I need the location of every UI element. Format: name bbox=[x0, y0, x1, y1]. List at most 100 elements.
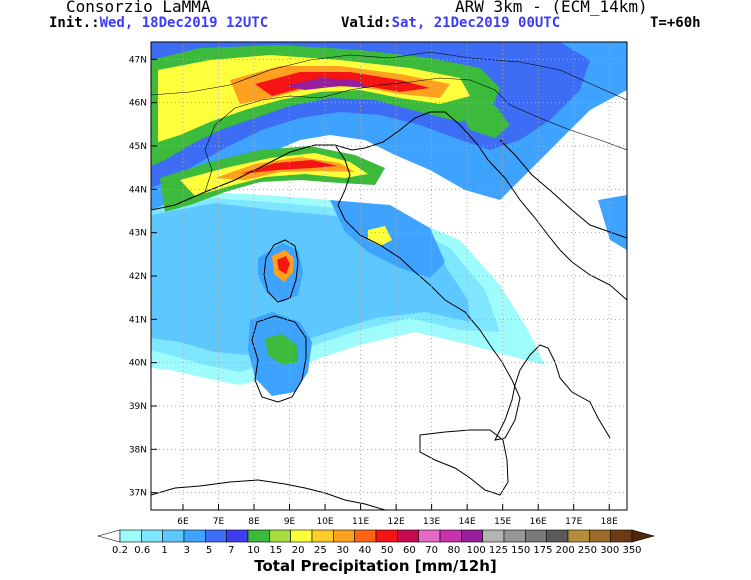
lat-label: 47N bbox=[129, 55, 147, 65]
colorbar-labels: 0.2 0.6 1 3 5 7 10 15 20 25 30 40 50 60 70 80 100 125 150 1… bbox=[112, 545, 642, 556]
lon-label: 14E bbox=[459, 517, 476, 527]
coastline-sicily bbox=[419, 429, 509, 496]
precip-red-corsica bbox=[277, 256, 290, 274]
lon-label: 12E bbox=[388, 517, 405, 527]
colorbar-box bbox=[439, 529, 462, 543]
colorbar-label: 175 bbox=[533, 545, 552, 556]
lon-axis: 6E 7E 8E 9E 10E 11E 12E 13E 14E 15E 16E 17E 18E bbox=[177, 504, 618, 527]
coastline-italy-west bbox=[334, 144, 611, 441]
lat-label: 39N bbox=[129, 402, 147, 412]
precip-field bbox=[151, 42, 627, 396]
lat-label: 43N bbox=[129, 229, 147, 239]
lon-label: 16E bbox=[530, 517, 547, 527]
precip-red-apennine bbox=[240, 160, 338, 174]
lat-label: 46N bbox=[129, 99, 147, 109]
lat-label: 41N bbox=[129, 315, 147, 325]
colorbar-box bbox=[205, 529, 227, 543]
precip-green-sardinia bbox=[265, 334, 298, 365]
colorbar-box bbox=[333, 529, 355, 543]
lat-label: 45N bbox=[129, 142, 147, 152]
precip-purple-north bbox=[285, 78, 370, 90]
org-title: Consorzio LaMMA bbox=[66, 0, 211, 16]
colorbar-label: 40 bbox=[359, 545, 372, 556]
lat-label: 38N bbox=[129, 445, 147, 455]
lat-label: 42N bbox=[129, 272, 147, 282]
colorbar-label: 15 bbox=[269, 545, 282, 556]
lon-label: 6E bbox=[177, 517, 189, 527]
coastline-italy bbox=[151, 111, 627, 301]
colorbar-label: 7 bbox=[228, 545, 234, 556]
colorbar-label: 0.6 bbox=[134, 545, 150, 556]
colorbar-box bbox=[290, 529, 313, 543]
lon-label: 7E bbox=[213, 517, 225, 527]
coastline-africa bbox=[151, 479, 386, 510]
colorbar-box bbox=[546, 529, 569, 543]
precip-yellow-tuscany bbox=[368, 226, 392, 246]
colorbar-label: 1 bbox=[161, 545, 167, 556]
lon-label: 11E bbox=[352, 517, 369, 527]
grid-lat bbox=[151, 58, 627, 494]
colorbar-label: 70 bbox=[425, 545, 438, 556]
colorbar-under-arrow bbox=[96, 529, 121, 543]
init-label: Init.: bbox=[49, 15, 100, 31]
colorbar-box bbox=[247, 529, 270, 543]
precip-blue-east bbox=[598, 195, 627, 250]
precip-green-friuli bbox=[460, 105, 510, 138]
colorbar-label: 80 bbox=[448, 545, 461, 556]
model-title: ARW 3km - (ECM_14km) bbox=[455, 0, 648, 16]
colorbar-box bbox=[418, 529, 441, 543]
lat-label: 37N bbox=[129, 489, 147, 499]
lon-label: 15E bbox=[494, 517, 511, 527]
colorbar-box bbox=[503, 529, 526, 543]
colorbar-label: 150 bbox=[511, 545, 530, 556]
colorbar: 0.2 0.6 1 3 5 7 10 15 20 25 30 40 50 60 70 80 100 125 150 1… bbox=[96, 529, 656, 556]
colorbar-label: 125 bbox=[489, 545, 508, 556]
colorbar-box bbox=[589, 529, 611, 543]
lat-label: 44N bbox=[129, 185, 147, 195]
colorbar-label: 60 bbox=[403, 545, 416, 556]
coastline-balkans bbox=[499, 139, 627, 239]
colorbar-label: 350 bbox=[622, 545, 641, 556]
colorbar-label: 50 bbox=[381, 545, 394, 556]
colorbar-title: Total Precipitation [mm/12h] bbox=[254, 557, 497, 575]
colorbar-label: 0.2 bbox=[112, 545, 128, 556]
colorbar-label: 250 bbox=[578, 545, 597, 556]
border-alps bbox=[204, 77, 511, 193]
graticule bbox=[151, 42, 627, 510]
colorbar-box bbox=[162, 529, 185, 543]
lon-label: 18E bbox=[601, 517, 618, 527]
forecast-step: T=+60h bbox=[650, 15, 701, 31]
colorbar-label: 5 bbox=[206, 545, 212, 556]
valid-value: Sat, 21Dec2019 00UTC bbox=[391, 15, 561, 31]
lat-axis: 47N 46N 45N 44N 43N 42N 41N 40N 39N 38N 37N bbox=[129, 55, 157, 499]
colorbar-box bbox=[354, 529, 377, 543]
colorbar-box bbox=[183, 529, 206, 543]
colorbar-box bbox=[525, 529, 547, 543]
colorbar-label: 100 bbox=[467, 545, 486, 556]
colorbar-box bbox=[375, 529, 398, 543]
colorbar-box bbox=[482, 529, 505, 543]
valid-time: Valid:Sat, 21Dec2019 00UTC bbox=[341, 15, 560, 31]
valid-label: Valid: bbox=[341, 15, 392, 31]
colorbar-label: 30 bbox=[336, 545, 349, 556]
colorbar-boxes bbox=[119, 529, 633, 543]
border-balkan bbox=[509, 104, 627, 151]
colorbar-label: 300 bbox=[600, 545, 619, 556]
colorbar-box bbox=[610, 529, 633, 543]
coastline-sardinia bbox=[251, 315, 307, 403]
colorbar-label: 25 bbox=[314, 545, 327, 556]
colorbar-box bbox=[141, 529, 163, 543]
colorbar-label: 200 bbox=[556, 545, 575, 556]
lon-label: 9E bbox=[284, 517, 296, 527]
lon-label: 13E bbox=[423, 517, 440, 527]
colorbar-box bbox=[226, 529, 249, 543]
colorbar-label: 10 bbox=[247, 545, 260, 556]
colorbar-label: 3 bbox=[184, 545, 190, 556]
colorbar-box bbox=[119, 529, 142, 543]
border-central bbox=[151, 51, 627, 101]
init-value: Wed, 18Dec2019 12UTC bbox=[99, 15, 269, 31]
lat-label: 40N bbox=[129, 359, 147, 369]
colorbar-label: 20 bbox=[292, 545, 305, 556]
lon-label: 8E bbox=[248, 517, 260, 527]
